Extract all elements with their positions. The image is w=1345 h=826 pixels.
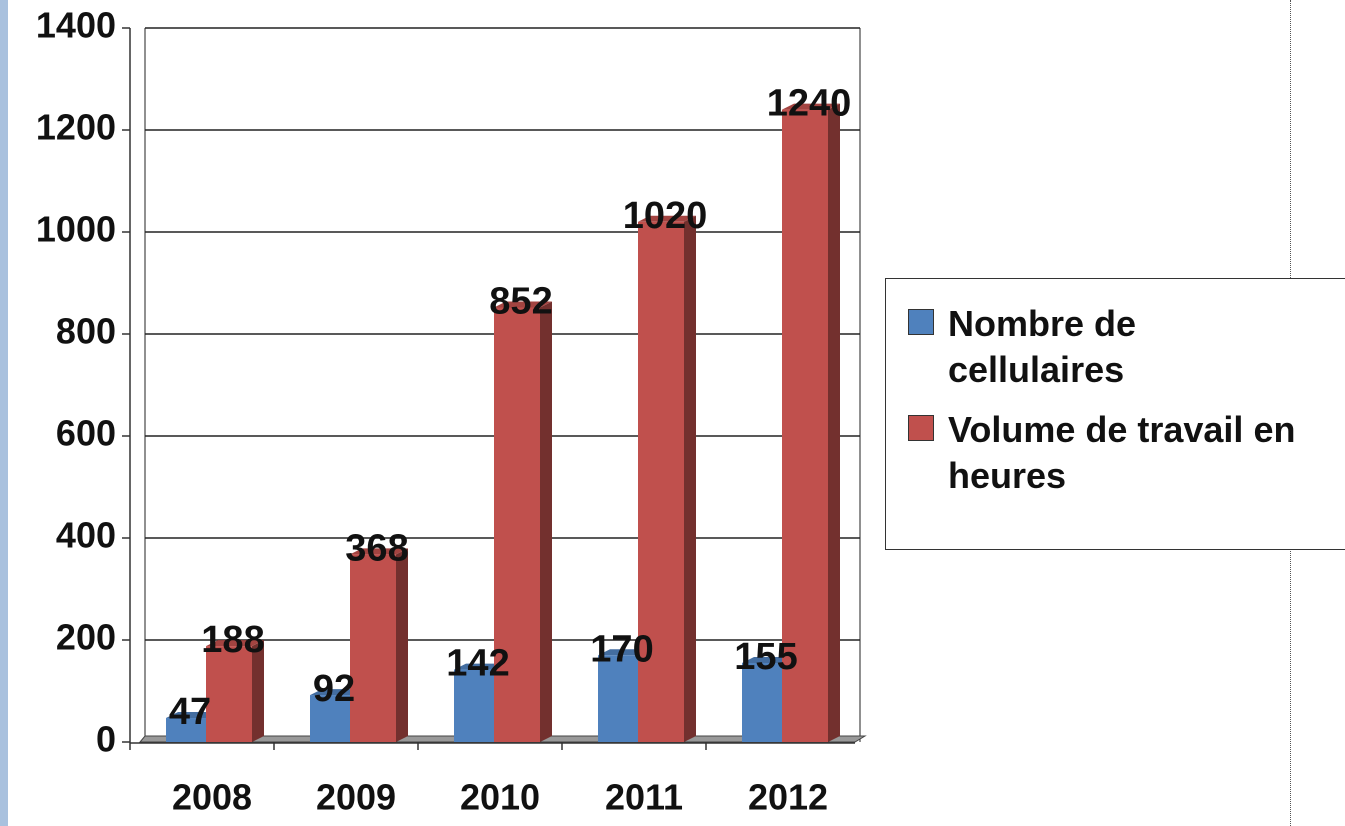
y-tick-label: 400: [56, 515, 116, 556]
x-tick-label: 2012: [748, 777, 828, 818]
bar: [206, 646, 252, 742]
bar: [742, 662, 782, 742]
y-tick-label: 1400: [36, 5, 116, 46]
bar-top: [494, 301, 552, 308]
legend-item: Nombre de cellulaires: [908, 301, 1345, 393]
y-tick-label: 1200: [36, 107, 116, 148]
bar: [166, 718, 206, 742]
data-label: 1020: [623, 195, 708, 237]
bar: [310, 695, 350, 742]
legend-label: Nombre de cellulaires: [948, 303, 1137, 390]
legend-swatch: [908, 309, 934, 335]
legend: Nombre de cellulaires Volume de travail e…: [885, 278, 1345, 550]
data-label: 852: [489, 281, 552, 323]
bar-top: [782, 103, 840, 110]
data-label: 155: [734, 636, 797, 678]
bar: [598, 655, 638, 742]
bar: [638, 221, 684, 743]
y-tick-label: 800: [56, 311, 116, 352]
bar-side: [396, 548, 408, 742]
data-label: 142: [446, 643, 509, 685]
bar-top: [638, 215, 696, 222]
bar: [454, 669, 494, 742]
data-label: 188: [201, 619, 264, 661]
bar-top: [350, 548, 408, 555]
data-label: 170: [590, 628, 653, 670]
bar-top: [166, 712, 218, 719]
y-tick-label: 1000: [36, 209, 116, 250]
bar-side: [252, 640, 264, 742]
data-label: 47: [169, 691, 211, 733]
x-tick-label: 2009: [316, 777, 396, 818]
bar-side: [684, 215, 696, 743]
bar-top: [206, 640, 264, 647]
y-tick-label: 200: [56, 617, 116, 658]
legend-item: Volume de travail en heures: [908, 407, 1345, 499]
bar-top: [454, 663, 506, 670]
legend-label: Volume de travail en heures: [948, 409, 1296, 496]
data-label: 1240: [767, 83, 852, 125]
bar-side: [828, 103, 840, 743]
bar: [782, 109, 828, 743]
x-tick-label: 2008: [172, 777, 252, 818]
bar: [494, 307, 540, 742]
data-label: 92: [313, 668, 355, 710]
x-tick-label: 2010: [460, 777, 540, 818]
y-tick-label: 600: [56, 413, 116, 454]
legend-swatch: [908, 415, 934, 441]
bar-top: [742, 656, 794, 663]
data-label: 368: [345, 527, 408, 569]
bar: [350, 554, 396, 742]
bar-top: [598, 649, 650, 656]
bar-side: [540, 301, 552, 742]
side-strip: [0, 0, 8, 826]
y-tick-label: 0: [96, 719, 116, 760]
x-tick-label: 2011: [605, 777, 683, 818]
bar-top: [310, 689, 362, 696]
